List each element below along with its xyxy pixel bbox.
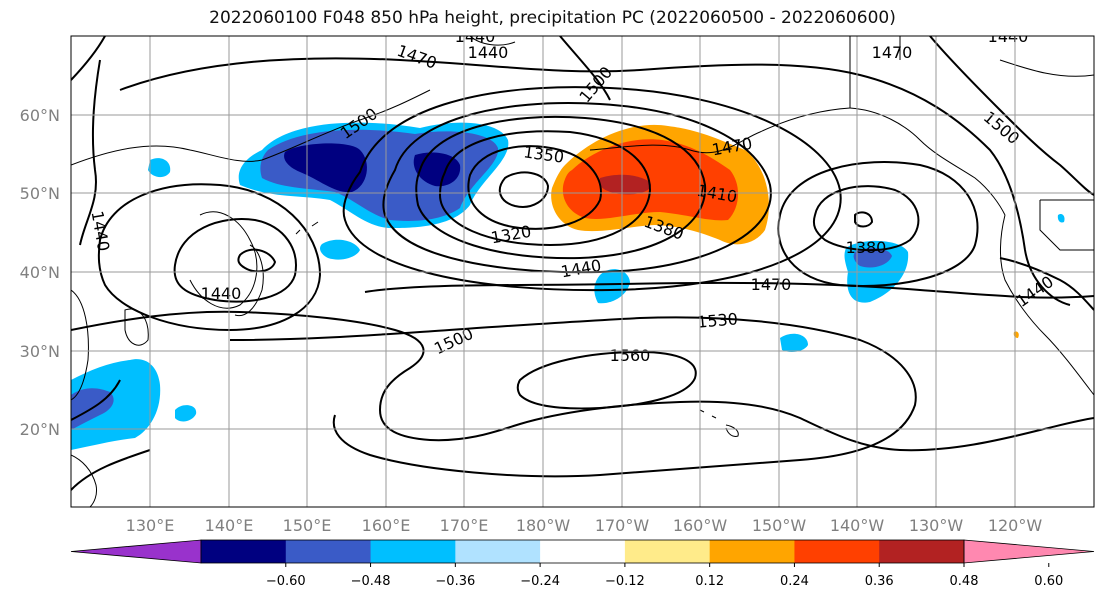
colorbar-tick-label: 0.36 [865,574,894,589]
lon-label: 160°W [673,516,728,535]
longitude-labels: 130°E 140°E 150°E 160°E 170°E 180°W 170°… [126,516,1043,535]
lon-label: 160°E [362,516,411,535]
gridlines [71,36,1094,507]
lon-label: 170°E [440,516,489,535]
contour-label: 1470 [872,43,913,62]
lat-label: 50°N [20,184,60,203]
contour-label: 1440 [988,27,1029,46]
colorbar-segment [201,540,287,563]
coastlines [71,36,1094,507]
colorbar-extend-high [963,539,1095,564]
map-border [70,35,1095,508]
colorbar-segment [794,540,880,563]
lon-label: 180°W [516,516,571,535]
colorbar-extend-low [70,539,202,564]
lon-label: 120°W [988,516,1043,535]
map-title: 2022060100 F048 850 hPa height, precipit… [209,8,896,28]
lon-label: 150°E [283,516,332,535]
lon-label: 130°W [909,516,964,535]
lon-label: 130°E [126,516,175,535]
colorbar-tick-label: −0.24 [520,574,560,589]
colorbar-tick-label: 0.48 [950,574,979,589]
colorbar-segment [455,540,541,563]
contour-label: 1380 [846,238,887,257]
contour-label: 1440 [201,284,242,303]
colorbar-tick-label: 0.24 [780,574,809,589]
contour-label: 1470 [751,275,792,294]
colorbar-outline [200,539,965,564]
colorbar-segment [624,540,711,563]
colorbar-segment [370,540,456,563]
colorbar-tick-label: 0.60 [1034,574,1063,589]
colorbar-tick-label: −0.12 [605,574,645,589]
lat-label: 20°N [20,420,60,439]
lat-label: 60°N [20,106,60,125]
colorbar-tick-label: −0.60 [266,574,306,589]
colorbar-tick-label: −0.36 [435,574,475,589]
lat-label: 30°N [20,342,60,361]
colorbar-segment [879,540,965,563]
colorbar: −0.60 −0.48 −0.36 −0.24 −0.12 0.12 0.24 0.36 0.4… [70,539,1095,589]
lon-label: 150°W [752,516,807,535]
lat-label: 40°N [20,263,60,282]
colorbar-segment [709,540,795,563]
contour-label: 1440 [455,27,496,46]
lon-label: 140°W [830,516,885,535]
latitude-labels: 60°N 50°N 40°N 30°N 20°N [20,106,60,439]
contour-label: 1440 [468,43,509,62]
height-contours [71,36,1094,491]
colorbar-tick-label: 0.12 [695,574,724,589]
contour-label: 1560 [610,346,651,365]
contour-label: 1530 [696,309,738,331]
colorbar-segment [285,540,372,563]
negative-anomaly-shading [71,122,1065,450]
colorbar-tick-label: −0.48 [351,574,391,589]
lon-label: 140°E [205,516,254,535]
colorbar-segment [540,540,626,563]
lon-label: 170°W [595,516,650,535]
